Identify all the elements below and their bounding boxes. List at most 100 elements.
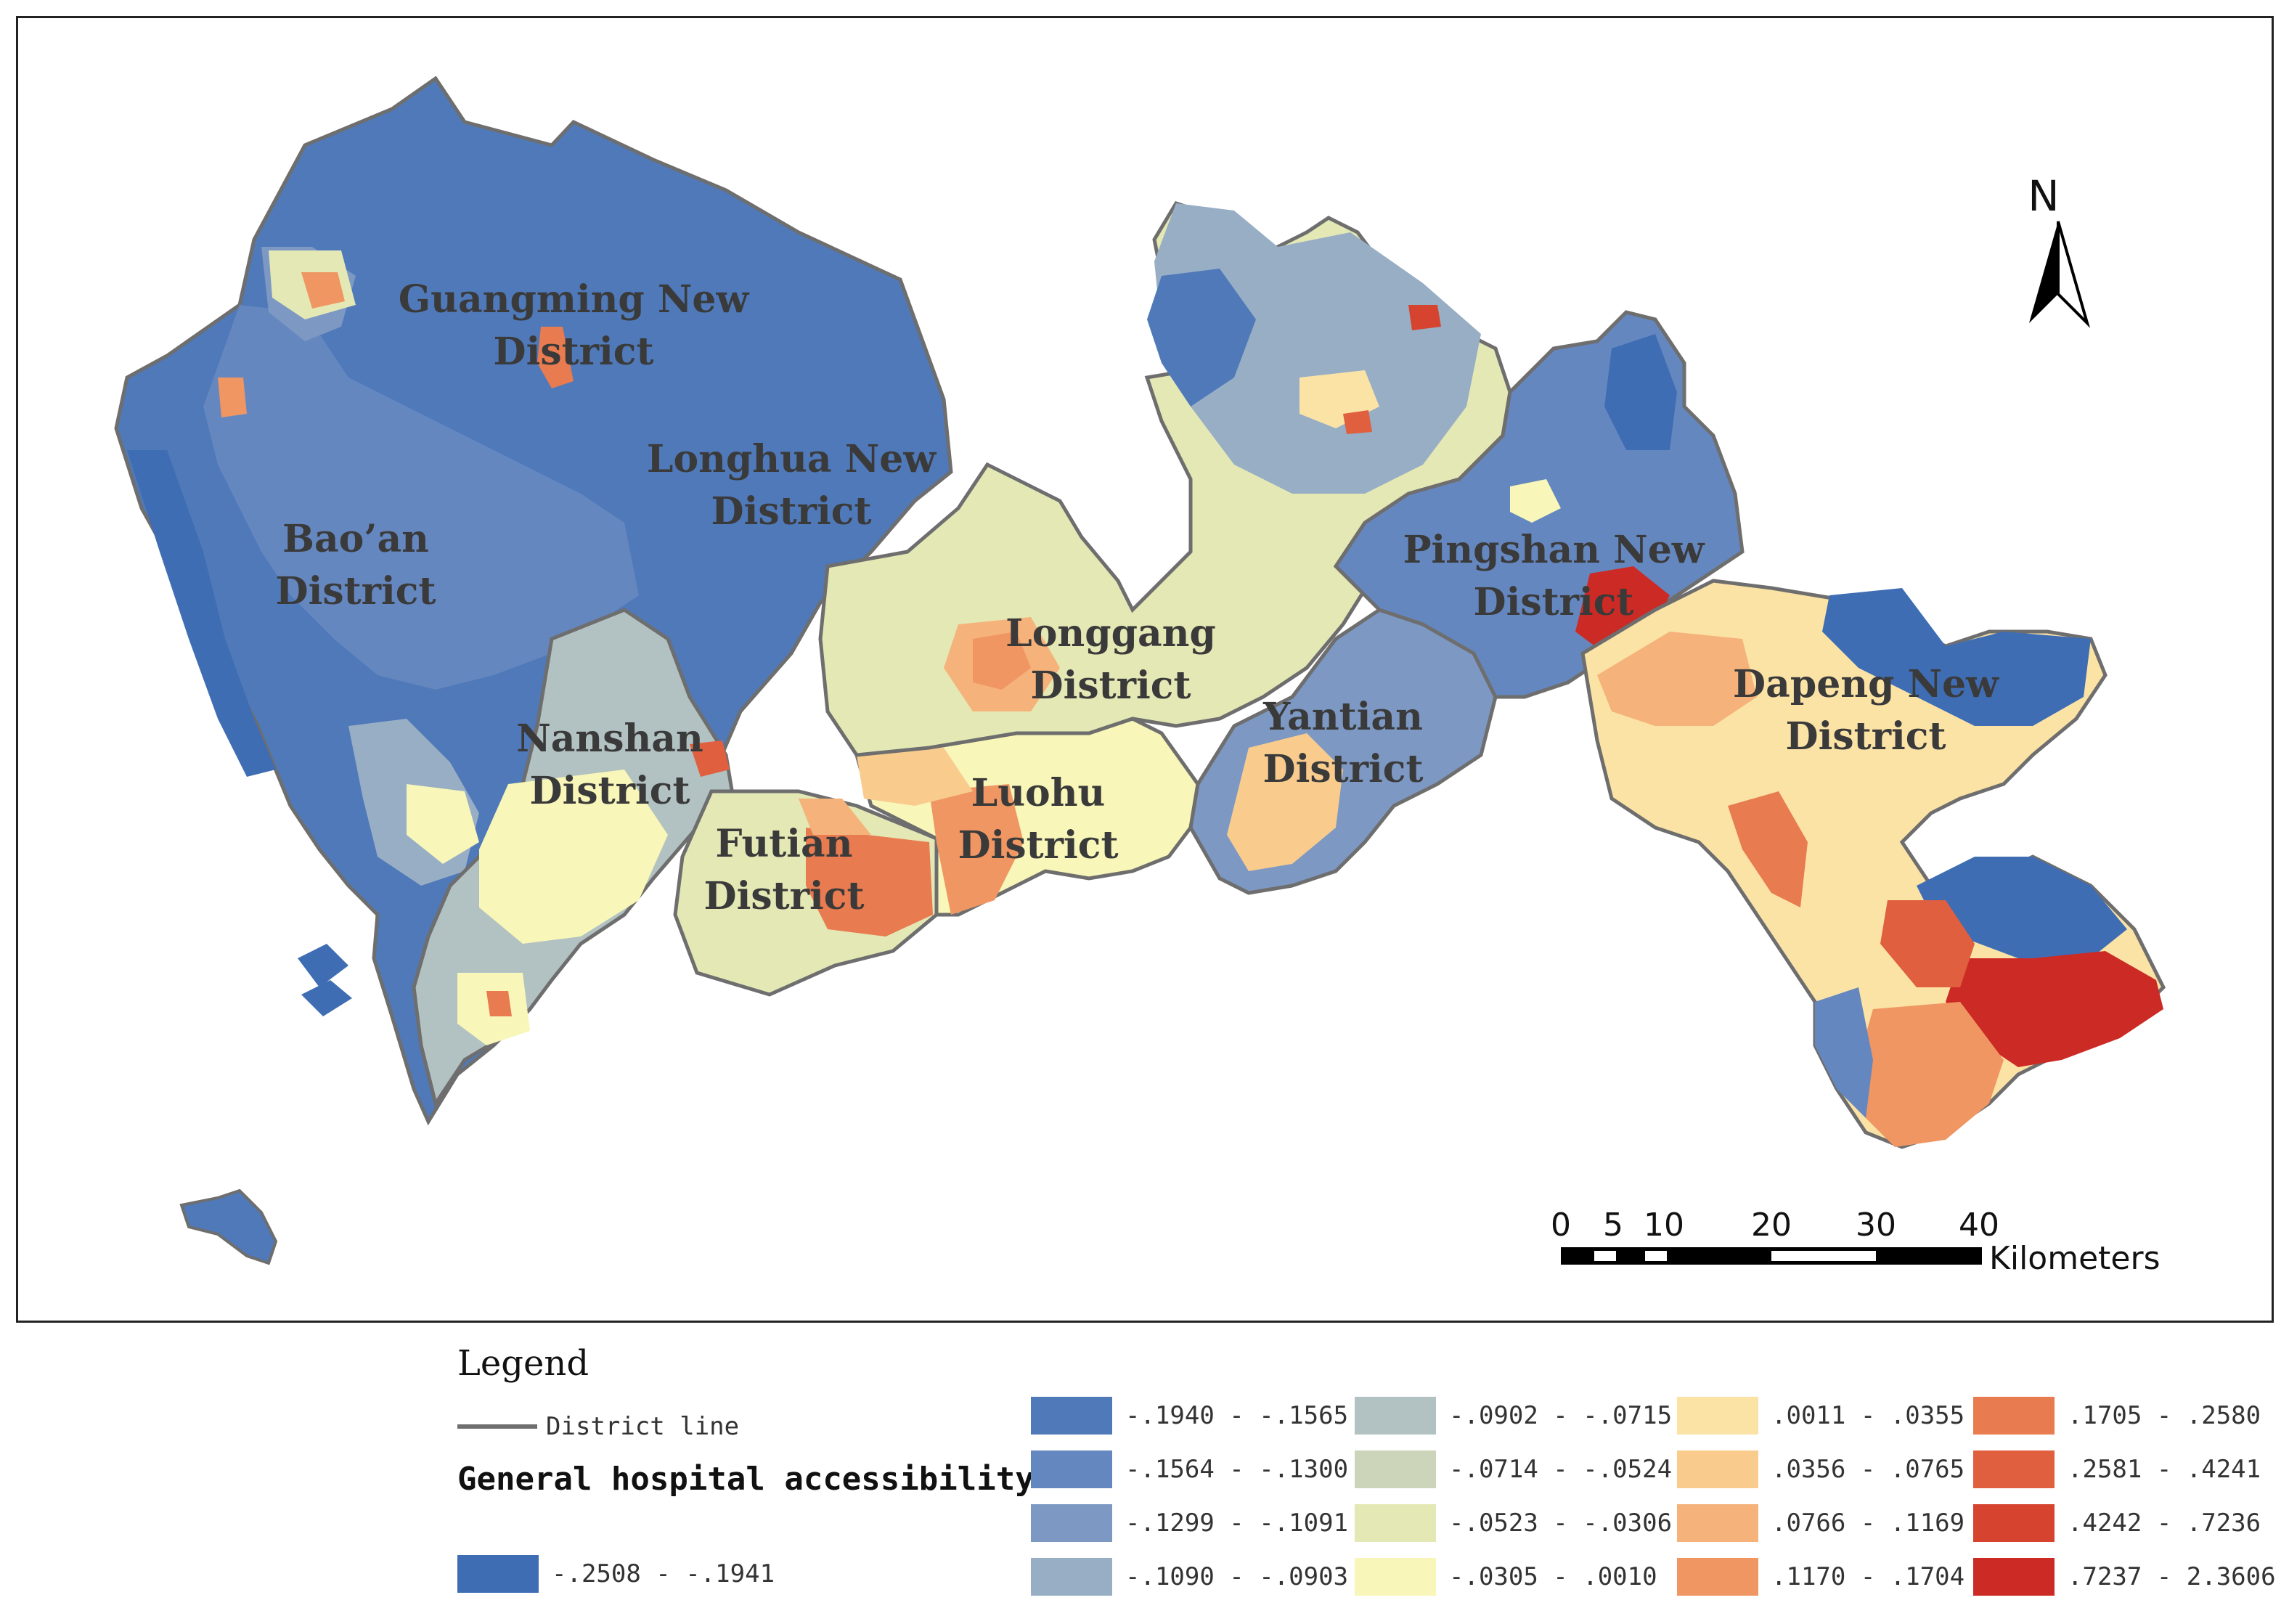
zone-baoan-strip bbox=[127, 450, 276, 777]
legend-swatch bbox=[1031, 1558, 1112, 1596]
zone-west-mid bbox=[203, 305, 639, 690]
scale-tick-40: 40 bbox=[1959, 1207, 1999, 1244]
legend-swatch bbox=[1355, 1558, 1436, 1596]
zone-shekou-red bbox=[486, 991, 512, 1016]
legend-class-4: -.1299 - -.1091 bbox=[1031, 1503, 1348, 1543]
legend-title: Legend bbox=[457, 1343, 589, 1384]
legend-range-label: .0766 - .1169 bbox=[1771, 1509, 1965, 1538]
zone-baoan-orange bbox=[218, 378, 247, 417]
label-yantian: Yantian District bbox=[1262, 695, 1423, 791]
zone-longgang-north-red bbox=[1408, 305, 1441, 330]
label-futian-line-1: Futian bbox=[715, 822, 852, 866]
legend-swatch bbox=[1355, 1450, 1436, 1488]
label-dapeng-line-2: District bbox=[1786, 714, 1946, 759]
label-dapeng-line-1: Dapeng New bbox=[1733, 662, 1999, 706]
district-line-label: District line bbox=[546, 1412, 740, 1441]
scale-tick-10: 10 bbox=[1644, 1207, 1684, 1244]
label-pingshan-line-2: District bbox=[1474, 580, 1634, 624]
legend-class-13: .1170 - .1704 bbox=[1677, 1556, 1964, 1597]
legend-range-label: -.2508 - -.1941 bbox=[552, 1559, 775, 1588]
zone-dapeng-blue-north bbox=[1822, 588, 2091, 726]
legend-range-label: -.1564 - -.1300 bbox=[1125, 1455, 1349, 1484]
scale-unit: Kilometers bbox=[1989, 1240, 2161, 1277]
label-guangming-line-2: District bbox=[494, 330, 654, 374]
legend-class-2: -.1940 - -.1565 bbox=[1031, 1395, 1348, 1436]
north-arrow: N bbox=[2028, 171, 2091, 328]
district-line-swatch bbox=[457, 1424, 537, 1429]
label-luohu: Luohu District bbox=[958, 771, 1119, 868]
zone-dapeng-warm-west bbox=[1597, 632, 1757, 726]
legend-range-label: .0356 - .0765 bbox=[1771, 1455, 1965, 1484]
label-baoan-line-2: District bbox=[276, 569, 436, 613]
legend-class-9: -.0305 - .0010 bbox=[1355, 1556, 1657, 1597]
zone-longgang-north-red2 bbox=[1343, 410, 1372, 434]
island-inner-lingding bbox=[179, 1188, 278, 1265]
legend-range-label: -.1090 - -.0903 bbox=[1125, 1562, 1349, 1591]
label-longhua-line-2: District bbox=[711, 489, 872, 534]
label-baoan-line-1: Bao’an bbox=[282, 517, 429, 561]
legend-swatch bbox=[457, 1555, 539, 1593]
legend-range-label: .1170 - .1704 bbox=[1771, 1562, 1965, 1591]
scale-tick-20: 20 bbox=[1751, 1207, 1792, 1244]
zone-pingshan-blue bbox=[1604, 334, 1677, 450]
legend-class-11: .0356 - .0765 bbox=[1677, 1449, 1964, 1490]
zone-futian-hot bbox=[806, 828, 933, 937]
zone-dapeng-orange bbox=[1880, 900, 1975, 987]
label-baoan: Bao’an District bbox=[276, 517, 436, 613]
legend-range-label: -.0523 - -.0306 bbox=[1449, 1509, 1673, 1538]
zone-longgang-hot bbox=[973, 632, 1031, 690]
scale-bar: 0 5 10 20 30 40 Kilometers bbox=[1551, 1207, 2161, 1277]
label-longgang: Longgang District bbox=[1005, 611, 1216, 708]
zone-nanshan-red bbox=[690, 740, 730, 777]
legend-range-label: .1705 - .2580 bbox=[2068, 1401, 2261, 1430]
legend-class-15: .2581 - .4241 bbox=[1973, 1449, 2261, 1490]
zone-pingshan-yellow bbox=[1510, 479, 1561, 523]
district-labels: Guangming New District Longhua New Distric… bbox=[276, 277, 2000, 918]
label-dapeng: Dapeng New District bbox=[1733, 662, 1999, 759]
legend-class-16: .4242 - .7236 bbox=[1973, 1503, 2261, 1543]
legend-range-label: -.0902 - -.0715 bbox=[1449, 1401, 1673, 1430]
label-futian-line-2: District bbox=[704, 874, 865, 918]
label-pingshan: Pingshan New District bbox=[1403, 528, 1705, 624]
legend-swatch bbox=[1031, 1397, 1112, 1435]
legend-range-label: .2581 - .4241 bbox=[2068, 1455, 2261, 1484]
zone-nanshan-yellow bbox=[479, 770, 668, 944]
label-nanshan: Nanshan District bbox=[516, 717, 703, 813]
scale-tick-30: 30 bbox=[1856, 1207, 1896, 1244]
label-longgang-line-1: Longgang bbox=[1005, 611, 1216, 656]
legend-swatch bbox=[1031, 1450, 1112, 1488]
legend-class-3: -.1564 - -.1300 bbox=[1031, 1449, 1348, 1490]
zone-luohu-warm bbox=[857, 748, 973, 806]
label-longhua: Longhua New District bbox=[647, 437, 937, 534]
zone-dapeng-blue-west bbox=[1815, 987, 1873, 1118]
scale-tick-0: 0 bbox=[1551, 1207, 1571, 1244]
legend-class-5: -.1090 - -.0903 bbox=[1031, 1556, 1348, 1597]
legend-class-1: -.2508 - -.1941 bbox=[457, 1554, 775, 1594]
legend-class-17: .7237 - 2.3606 bbox=[1973, 1556, 2276, 1597]
north-letter: N bbox=[2028, 171, 2059, 221]
zone-longgang-blue bbox=[1147, 269, 1256, 407]
legend-swatch bbox=[1677, 1558, 1758, 1596]
legend-class-8: -.0523 - -.0306 bbox=[1355, 1503, 1672, 1543]
legend-swatch bbox=[1973, 1450, 2055, 1488]
label-guangming-line-1: Guangming New bbox=[399, 277, 750, 322]
zone-dapeng-warm-south bbox=[1858, 1002, 2004, 1147]
north-arrow-icon bbox=[2029, 221, 2058, 323]
legend-swatch bbox=[1973, 1504, 2055, 1542]
legend-range-label: .0011 - .0355 bbox=[1771, 1401, 1965, 1430]
map-canvas: Guangming New District Longhua New Distric… bbox=[114, 76, 2166, 1277]
island-reclaim-2 bbox=[301, 980, 352, 1016]
zone-yantian-warm bbox=[1227, 733, 1343, 871]
legend-swatch bbox=[1677, 1504, 1758, 1542]
label-nanshan-line-1: Nanshan bbox=[516, 717, 703, 761]
island-reclaim-1 bbox=[298, 944, 348, 987]
legend-class-6: -.0902 - -.0715 bbox=[1355, 1395, 1672, 1436]
label-yantian-line-2: District bbox=[1263, 747, 1424, 791]
legend-swatch bbox=[1677, 1450, 1758, 1488]
legend-swatch bbox=[1677, 1397, 1758, 1435]
scale-tick-5: 5 bbox=[1603, 1207, 1623, 1244]
label-luohu-line-1: Luohu bbox=[971, 771, 1106, 815]
label-guangming: Guangming New District bbox=[399, 277, 750, 374]
legend-swatch bbox=[1355, 1504, 1436, 1542]
zone-guangming-orange bbox=[301, 272, 345, 309]
